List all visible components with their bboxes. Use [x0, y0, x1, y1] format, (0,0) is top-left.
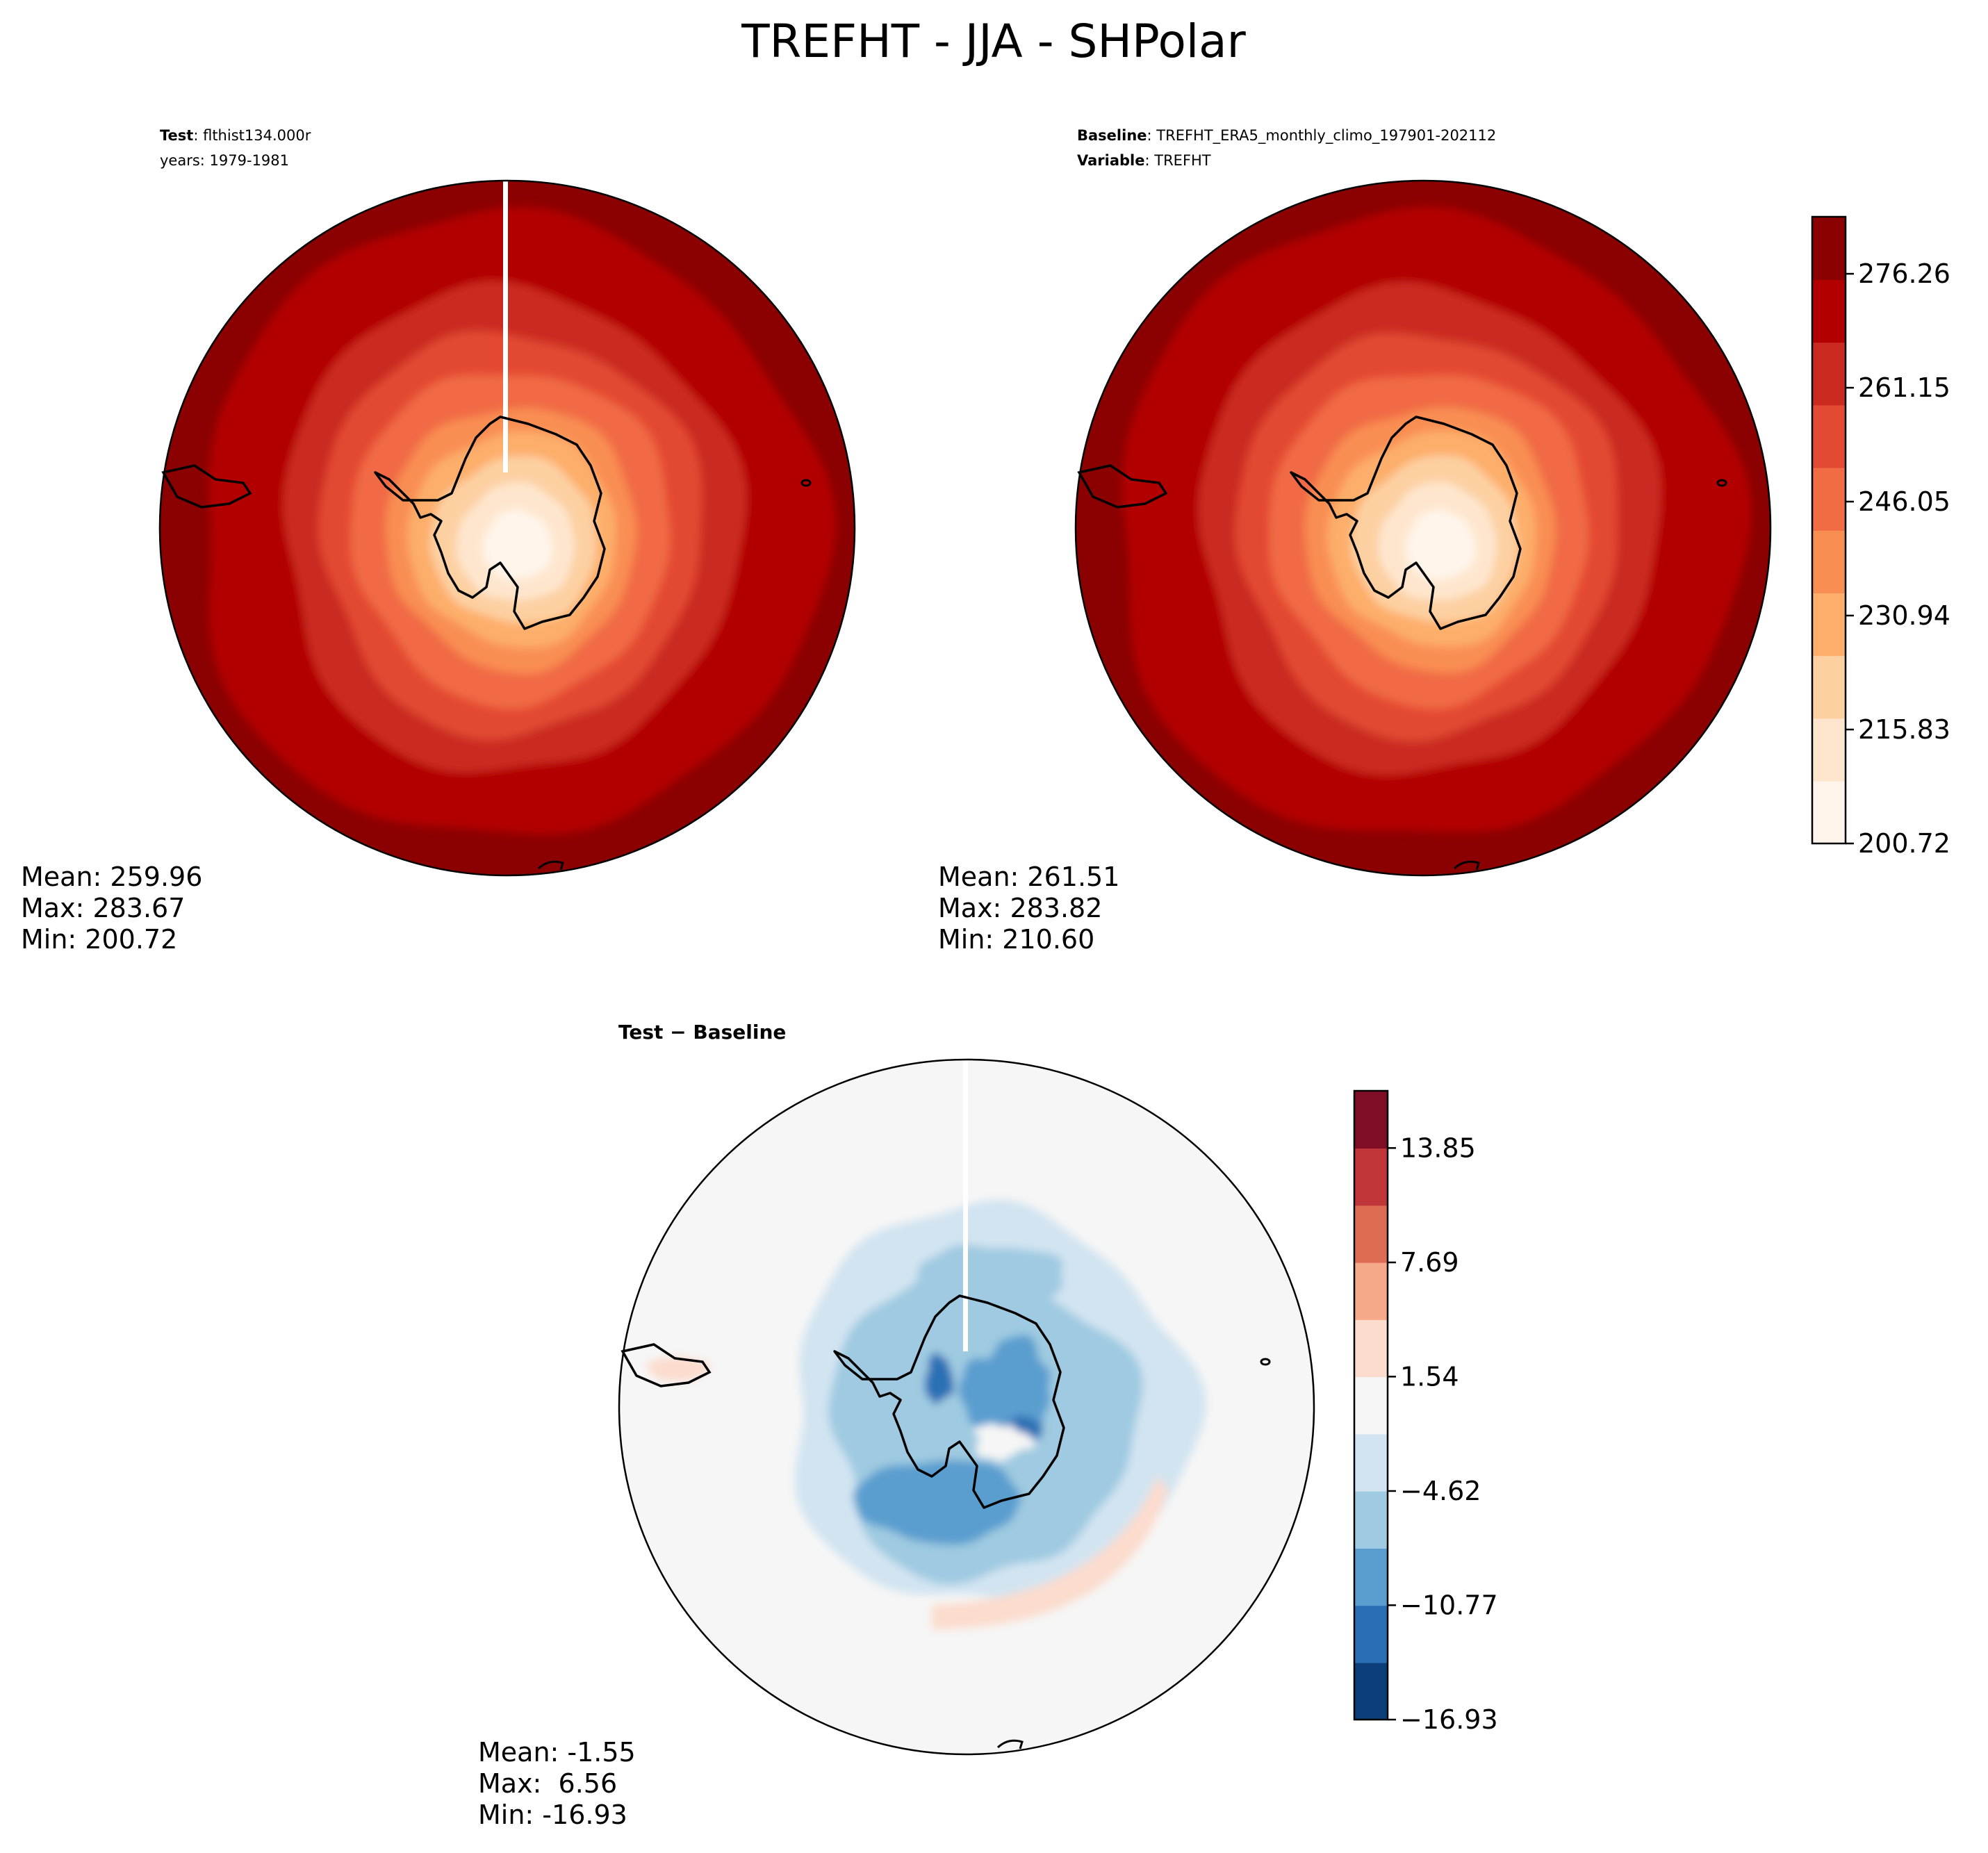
baseline-label-value: TREFHT_ERA5_monthly_climo_197901-202112: [1156, 127, 1496, 145]
test-label-value: flthist134.000r: [203, 127, 311, 144]
test-years: years: 1979-1981: [160, 152, 289, 169]
baseline-label-sep: :: [1147, 127, 1157, 144]
difference-region-3: [917, 1244, 1063, 1325]
difference-antarctica-outline: [833, 1294, 1065, 1509]
colorbar-reds-tick-label-4: 215.83: [1858, 714, 1950, 745]
difference-region-4: [853, 1460, 1021, 1545]
colorbar-reds-frame: [1811, 215, 1847, 845]
test-new-zealand-outline: [537, 860, 564, 871]
colorbar-reds-tick-label-3: 230.94: [1858, 600, 1950, 631]
test-map-frame: [158, 179, 856, 877]
colorbar-reds-swatch-0: [1812, 780, 1846, 844]
difference-label: Test − Baseline: [618, 1021, 786, 1044]
baseline-stat-min: Min: 210.60: [938, 924, 1094, 955]
colorbar-diverging-swatch-9: [1354, 1148, 1388, 1206]
test-label: Test: flthist134.000r: [160, 127, 311, 144]
colorbar-reds-swatch-6: [1812, 404, 1846, 468]
test-island-outline: [800, 479, 812, 487]
test-stat-min: Min: 200.72: [21, 924, 177, 955]
baseline-label: Baseline: TREFHT_ERA5_monthly_climo_1979…: [1077, 127, 1496, 145]
colorbar-reds-swatch-8: [1812, 279, 1846, 343]
colorbar-diverging-tick-label-4: −10.77: [1400, 1590, 1498, 1620]
colorbar-reds-swatch-9: [1812, 217, 1846, 280]
test-coastline: [161, 415, 812, 871]
colorbar-diverging-tick-label-5: −16.93: [1400, 1704, 1498, 1735]
panel-test: Test: flthist134.000r years: 1979-1981 M…: [21, 127, 856, 955]
colorbar-diverging-swatch-4: [1354, 1433, 1388, 1492]
colorbar-reds-swatch-7: [1812, 342, 1846, 406]
colorbar-reds-swatch-1: [1812, 718, 1846, 782]
colorbar-diverging-tick-label-0: 13.85: [1400, 1133, 1476, 1163]
baseline-antarctica-outline: [1290, 415, 1522, 630]
figure-title: TREFHT - JJA - SHPolar: [741, 15, 1246, 68]
test-seam: [503, 181, 508, 472]
colorbar-diverging: 13.85 7.69 1.54 −4.62 −10.77 −16.93: [1353, 1089, 1498, 1735]
colorbar-diverging-swatch-7: [1354, 1262, 1388, 1320]
panel-difference: Test − Baseline Mean: -1.55 Max: 6.56 Mi…: [478, 1021, 1498, 1830]
difference-map: [619, 1060, 1314, 1754]
test-antarctica-outline: [374, 415, 606, 630]
colorbar-diverging-swatch-5: [1354, 1376, 1388, 1435]
test-stat-max: Max: 283.67: [21, 893, 185, 923]
baseline-variable-sep: :: [1144, 152, 1154, 169]
test-stat-mean: Mean: 259.96: [21, 862, 202, 892]
baseline-variable-value: TREFHT: [1153, 152, 1211, 169]
baseline-label-bold: Baseline: [1077, 127, 1147, 144]
difference-seam: [963, 1060, 968, 1351]
baseline-map: [1076, 181, 1771, 875]
colorbar-diverging-swatch-8: [1354, 1205, 1388, 1263]
colorbar-reds-swatch-2: [1812, 655, 1846, 719]
baseline-variable-bold: Variable: [1077, 152, 1144, 169]
difference-warm-arc: [932, 1476, 1168, 1629]
test-map: [160, 181, 855, 875]
baseline-coastline: [1077, 415, 1727, 871]
difference-south-america-outline: [621, 1343, 712, 1387]
colorbar-reds-swatch-5: [1812, 467, 1846, 531]
difference-region-5: [958, 1335, 1051, 1442]
colorbar-diverging-tick-label-3: −4.62: [1400, 1476, 1481, 1506]
colorbar-reds-swatch-4: [1812, 530, 1846, 593]
baseline-map-frame: [1074, 179, 1772, 877]
colorbar-reds: 276.26 261.15 246.05 230.94 215.83 200.72: [1811, 215, 1950, 859]
colorbar-diverging-swatch-6: [1354, 1319, 1388, 1378]
panel-baseline: Baseline: TREFHT_ERA5_monthly_climo_1979…: [938, 127, 1950, 955]
test-label-sep: :: [193, 127, 203, 144]
colorbar-reds-tick-label-0: 276.26: [1858, 258, 1950, 289]
colorbar-reds-tick-label-5: 200.72: [1858, 828, 1950, 859]
colorbar-diverging-swatch-3: [1354, 1490, 1388, 1549]
baseline-stat-mean: Mean: 261.51: [938, 862, 1119, 892]
difference-island-outline: [1260, 1358, 1271, 1366]
colorbar-diverging-swatch-0: [1354, 1662, 1388, 1720]
difference-region-7: [925, 1352, 954, 1405]
difference-region-8: [974, 1424, 1036, 1461]
colorbar-diverging-swatch-1: [1354, 1605, 1388, 1663]
colorbar-reds-swatch-3: [1812, 593, 1846, 657]
colorbar-diverging-tick-label-1: 7.69: [1400, 1247, 1459, 1278]
colorbar-diverging-swatch-2: [1354, 1548, 1388, 1606]
difference-stat-mean: Mean: -1.55: [478, 1737, 636, 1768]
difference-stat-max: Max: 6.56: [478, 1768, 617, 1799]
baseline-band-9: [1406, 509, 1475, 580]
baseline-south-america-outline: [1077, 464, 1168, 509]
colorbar-diverging-frame: [1353, 1089, 1389, 1721]
difference-new-zealand-outline: [996, 1739, 1024, 1749]
colorbar-diverging-swatch-10: [1354, 1091, 1388, 1149]
difference-stat-min: Min: -16.93: [478, 1800, 627, 1830]
colorbar-reds-tick-label-1: 261.15: [1858, 372, 1950, 403]
baseline-variable: Variable: TREFHT: [1077, 152, 1211, 169]
difference-map-frame: [618, 1058, 1315, 1756]
baseline-new-zealand-outline: [1453, 860, 1480, 871]
colorbar-diverging-tick-label-2: 1.54: [1400, 1361, 1459, 1392]
difference-warm-south-america: [646, 1356, 712, 1381]
baseline-island-outline: [1716, 479, 1727, 487]
colorbar-reds-tick-label-2: 246.05: [1858, 486, 1950, 517]
difference-coastline: [621, 1294, 1271, 1749]
test-label-bold: Test: [160, 127, 193, 144]
test-south-america-outline: [161, 464, 252, 509]
baseline-stat-max: Max: 283.82: [938, 893, 1102, 923]
